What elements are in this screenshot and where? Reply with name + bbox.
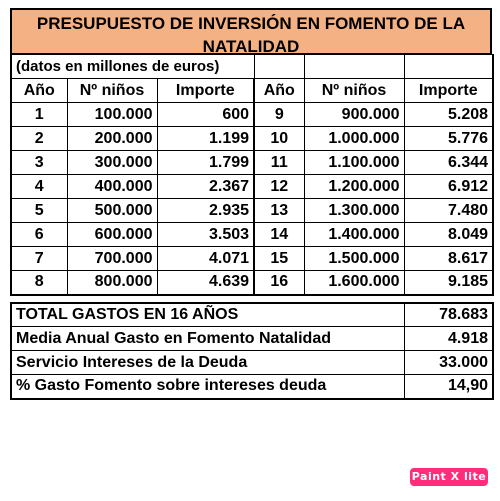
year-cell: 15 <box>253 246 305 271</box>
children-cell: 200.000 <box>66 126 158 151</box>
children-cell: 1.000.000 <box>303 126 405 151</box>
amount-cell: 2.935 <box>156 198 255 223</box>
year-cell: 5 <box>10 198 68 223</box>
amount-cell: 7.480 <box>403 198 495 223</box>
year-cell: 13 <box>253 198 305 223</box>
year-cell: 9 <box>253 102 305 127</box>
summary-label: Media Anual Gasto en Fomento Natalidad <box>10 326 405 351</box>
year-cell: 8 <box>10 270 68 296</box>
year-cell: 6 <box>10 222 68 247</box>
summary-row: Media Anual Gasto en Fomento Natalidad 4.… <box>10 326 494 351</box>
amount-cell: 9.185 <box>403 270 495 296</box>
amount-cell: 4.639 <box>156 270 255 296</box>
header-children-left: Nº niños <box>66 78 158 103</box>
header-amount-left: Importe <box>156 78 255 103</box>
summary-label: Servicio Intereses de la Deuda <box>10 350 405 375</box>
children-cell: 1.100.000 <box>303 150 405 175</box>
summary-value: 78.683 <box>403 301 494 327</box>
table-row: 1 100.000 600 9 900.000 5.208 <box>10 102 495 127</box>
amount-cell: 1.799 <box>156 150 255 175</box>
amount-cell: 5.776 <box>403 126 495 151</box>
year-cell: 2 <box>10 126 68 151</box>
header-row: Año Nº niños Importe Año Nº niños Import… <box>10 78 495 103</box>
header-year-left: Año <box>10 78 68 103</box>
children-cell: 300.000 <box>66 150 158 175</box>
amount-cell: 6.344 <box>403 150 495 175</box>
table-row: 8 800.000 4.639 16 1.600.000 9.185 <box>10 270 495 296</box>
summary-label: TOTAL GASTOS EN 16 AÑOS <box>10 301 405 327</box>
year-cell: 1 <box>10 102 68 127</box>
amount-cell: 5.208 <box>403 102 495 127</box>
note-row: (datos en millones de euros) <box>9 54 495 79</box>
units-note: (datos en millones de euros) <box>9 54 255 79</box>
children-cell: 1.500.000 <box>303 246 405 271</box>
children-cell: 1.400.000 <box>303 222 405 247</box>
children-cell: 500.000 <box>66 198 158 223</box>
summary-row: TOTAL GASTOS EN 16 AÑOS 78.683 <box>10 301 494 327</box>
children-cell: 900.000 <box>303 102 405 127</box>
amount-cell: 8.049 <box>403 222 495 247</box>
table-row: 5 500.000 2.935 13 1.300.000 7.480 <box>10 198 495 223</box>
budget-sheet: PRESUPUESTO DE INVERSIÓN EN FOMENTO DE L… <box>9 8 495 400</box>
year-cell: 14 <box>253 222 305 247</box>
year-cell: 12 <box>253 174 305 199</box>
summary-label: % Gasto Fomento sobre intereses deuda <box>10 374 405 400</box>
children-cell: 700.000 <box>66 246 158 271</box>
table-row: 4 400.000 2.367 12 1.200.000 6.912 <box>10 174 495 199</box>
children-cell: 600.000 <box>66 222 158 247</box>
children-cell: 400.000 <box>66 174 158 199</box>
summary-value: 4.918 <box>403 326 494 351</box>
amount-cell: 4.071 <box>156 246 255 271</box>
table-row: 3 300.000 1.799 11 1.100.000 6.344 <box>10 150 495 175</box>
amount-cell: 6.912 <box>403 174 495 199</box>
children-cell: 100.000 <box>66 102 158 127</box>
year-cell: 4 <box>10 174 68 199</box>
paint-x-lite-watermark: Paint X lite <box>410 468 488 486</box>
children-cell: 800.000 <box>66 270 158 296</box>
year-cell: 16 <box>253 270 305 296</box>
summary-row: Servicio Intereses de la Deuda 33.000 <box>10 350 494 375</box>
summary-table: TOTAL GASTOS EN 16 AÑOS 78.683 Media Anual… <box>10 301 494 400</box>
amount-cell: 600 <box>156 102 255 127</box>
budget-table: (datos en millones de euros) Año Nº niño… <box>9 54 495 296</box>
children-cell: 1.200.000 <box>303 174 405 199</box>
summary-row: % Gasto Fomento sobre intereses deuda 14,… <box>10 374 494 400</box>
year-cell: 10 <box>253 126 305 151</box>
amount-cell: 2.367 <box>156 174 255 199</box>
summary-value: 33.000 <box>403 350 494 375</box>
year-cell: 3 <box>10 150 68 175</box>
children-cell: 1.600.000 <box>303 270 405 296</box>
sheet-title: PRESUPUESTO DE INVERSIÓN EN FOMENTO DE L… <box>10 8 492 56</box>
year-cell: 11 <box>253 150 305 175</box>
header-year-right: Año <box>253 78 305 103</box>
table-row: 7 700.000 4.071 15 1.500.000 8.617 <box>10 246 495 271</box>
amount-cell: 3.503 <box>156 222 255 247</box>
summary-value: 14,90 <box>403 374 494 400</box>
table-row: 6 600.000 3.503 14 1.400.000 8.049 <box>10 222 495 247</box>
table-row: 2 200.000 1.199 10 1.000.000 5.776 <box>10 126 495 151</box>
header-children-right: Nº niños <box>303 78 405 103</box>
amount-cell: 8.617 <box>403 246 495 271</box>
year-cell: 7 <box>10 246 68 271</box>
children-cell: 1.300.000 <box>303 198 405 223</box>
amount-cell: 1.199 <box>156 126 255 151</box>
header-amount-right: Importe <box>403 78 495 103</box>
